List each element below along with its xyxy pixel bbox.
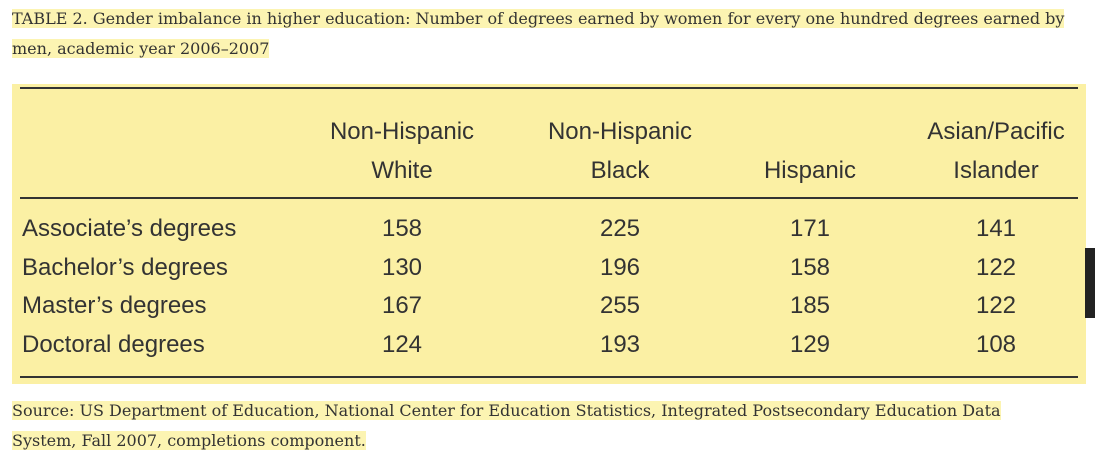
top-rule — [20, 87, 1078, 89]
cell-value: 129 — [789, 330, 831, 358]
row-label: Associate’s degrees — [22, 215, 237, 242]
row-label: Bachelor’s degrees — [22, 253, 228, 281]
column-header: Asian/Pacific — [927, 118, 1065, 145]
bottom-rule — [20, 376, 1078, 378]
cell-value: 108 — [975, 330, 1017, 358]
cell-value: 167 — [381, 292, 423, 319]
cell-value: 124 — [381, 330, 423, 358]
cell-value: 196 — [599, 253, 641, 281]
caption-text: TABLE 2. Gender imbalance in higher educ… — [12, 9, 1065, 58]
cell-value: 141 — [975, 215, 1017, 242]
cell-value: 193 — [599, 330, 641, 358]
column-header: Non-Hispanic — [547, 118, 693, 145]
column-header: Hispanic — [763, 157, 857, 184]
column-header: White — [371, 157, 433, 184]
source-text: Source: US Department of Education, Nati… — [12, 401, 1001, 450]
cell-value: 225 — [599, 215, 641, 242]
caption: TABLE 2. Gender imbalance in higher educ… — [12, 4, 1090, 64]
cell-value: 130 — [381, 253, 423, 281]
table: Non-Hispanic White Non-Hispanic Black Hispan… — [12, 84, 1086, 384]
row-label: Master’s degrees — [22, 292, 207, 319]
column-header: Black — [590, 157, 650, 184]
cell-value: 122 — [975, 253, 1017, 281]
cell-value: 158 — [789, 253, 831, 281]
cell-value: 122 — [975, 292, 1017, 319]
column-header: Islander — [953, 157, 1039, 184]
cell-value: 171 — [789, 215, 831, 242]
window-edge — [1085, 248, 1095, 318]
cell-value: 255 — [599, 292, 641, 319]
source: Source: US Department of Education, Nati… — [12, 396, 1052, 456]
cell-value: 185 — [789, 292, 831, 319]
column-header: Non-Hispanic — [329, 118, 475, 145]
header-rule — [20, 197, 1078, 199]
row-label: Doctoral degrees — [22, 330, 205, 358]
cell-value: 158 — [381, 215, 423, 242]
